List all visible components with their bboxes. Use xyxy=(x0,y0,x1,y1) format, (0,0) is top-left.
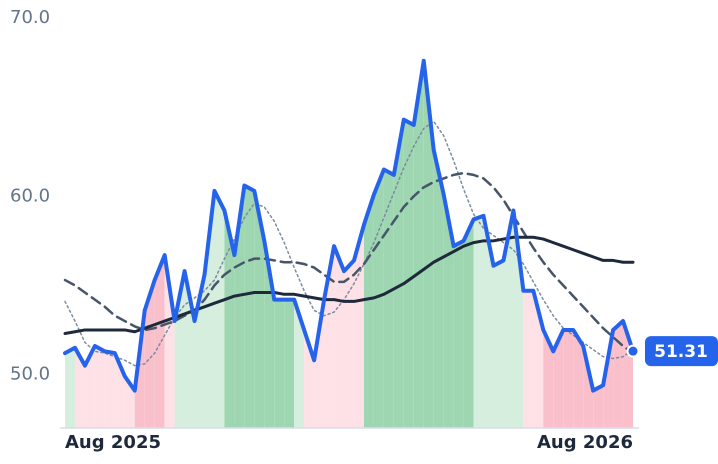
series-line xyxy=(63,235,635,336)
regime-area xyxy=(353,224,364,428)
regime-area xyxy=(65,347,75,428)
regime-area xyxy=(373,169,384,429)
regime-area xyxy=(344,260,354,428)
regime-area xyxy=(503,210,514,428)
x-tick-label: Aug 2026 xyxy=(537,432,633,453)
regime-area xyxy=(274,299,285,428)
regime-area xyxy=(613,321,624,428)
regime-area xyxy=(483,215,494,428)
regime-area xyxy=(334,246,345,428)
regime-area xyxy=(74,347,85,428)
regime-area xyxy=(144,280,155,428)
regime-area xyxy=(593,385,604,428)
regime-area xyxy=(413,60,424,429)
regime-area xyxy=(164,255,175,428)
regime-area xyxy=(154,255,165,428)
last-point xyxy=(626,344,640,358)
regime-area xyxy=(423,60,434,429)
regime-area xyxy=(244,185,255,428)
x-tick-label: Aug 2025 xyxy=(65,432,161,453)
regime-area xyxy=(363,194,374,428)
y-tick-label: 60.0 xyxy=(10,185,50,206)
regime-area xyxy=(513,210,524,428)
regime-area xyxy=(254,190,265,428)
series-line xyxy=(64,120,634,367)
regime-area xyxy=(204,190,215,428)
regime-area xyxy=(453,240,464,428)
regime-area xyxy=(493,260,504,428)
series-line xyxy=(63,58,635,393)
regime-area xyxy=(383,169,394,429)
regime-area xyxy=(214,190,225,428)
regime-area xyxy=(314,299,325,428)
regime-area xyxy=(104,351,115,428)
regime-area xyxy=(284,299,295,428)
value-badge xyxy=(645,336,718,367)
regime-area xyxy=(433,149,444,429)
regime-area xyxy=(94,346,105,428)
value-label: 51.31 xyxy=(654,342,708,362)
y-tick-label: 50.0 xyxy=(10,364,50,385)
regime-area xyxy=(294,299,305,428)
regime-area xyxy=(84,346,95,428)
regime-area xyxy=(393,119,404,428)
regime-area xyxy=(403,119,414,428)
regime-area xyxy=(563,329,574,428)
regime-area xyxy=(473,215,484,428)
regime-area xyxy=(573,329,584,428)
regime-area xyxy=(543,329,554,428)
series-line xyxy=(63,171,635,355)
regime-area xyxy=(523,290,534,428)
regime-area xyxy=(553,329,564,428)
y-tick-label: 70.0 xyxy=(10,7,50,28)
regime-area xyxy=(463,219,474,428)
regime-area xyxy=(224,210,235,428)
regime-area xyxy=(583,346,594,428)
